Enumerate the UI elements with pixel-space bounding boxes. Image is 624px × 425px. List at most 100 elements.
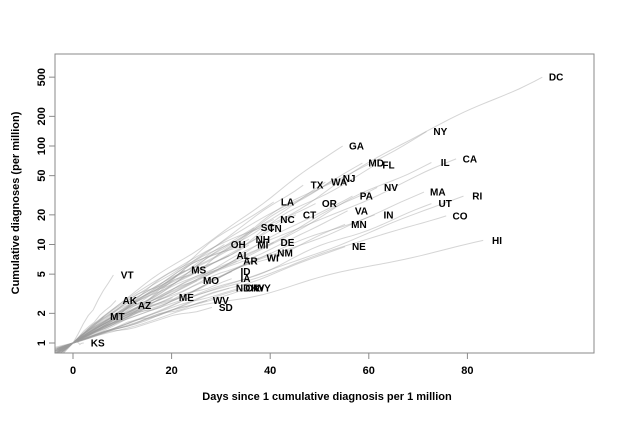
state-label-NY: NY [433,127,447,138]
state-label-MD: MD [368,159,384,170]
state-label-UT: UT [439,199,452,210]
state-line-DE [55,241,274,352]
y-tick-label: 20 [36,209,48,221]
state-label-SC: SC [261,223,275,234]
state-line-WI [59,257,260,353]
state-line-MA [61,191,425,351]
y-tick-label: 100 [36,137,48,155]
state-label-OH: OH [231,240,246,251]
state-line-IN [59,214,375,352]
state-line-ME [60,297,173,353]
state-label-CA: CA [463,154,477,165]
state-line-MI [56,244,250,353]
state-line-PA [55,195,353,353]
state-label-IN: IN [384,210,394,221]
x-tick-label: 60 [363,365,375,377]
state-line-WY [60,287,250,349]
state-label-HI: HI [492,236,502,247]
state-lines [55,76,543,353]
y-tick-label: 50 [36,170,48,182]
state-label-DE: DE [281,238,295,249]
y-tick-label: 5 [36,271,48,277]
state-line-AZ [59,305,131,349]
state-label-DC: DC [549,73,563,84]
plot-box [54,53,595,354]
axes: 0 20 40 60 80 1 2 5 10 20 50 100 200 500 [36,53,595,377]
state-label-CO: CO [453,211,468,222]
state-line-KY [56,287,245,352]
state-label-RI: RI [472,192,482,203]
state-label-NM: NM [277,249,293,260]
state-label-KS: KS [91,339,105,350]
state-label-AL: AL [236,251,249,262]
x-tick-label: 80 [461,365,473,377]
state-line-ID [55,271,232,352]
state-label-MS: MS [191,266,206,277]
x-tick-label: 0 [70,365,76,377]
state-line-DC [55,76,543,352]
x-tick-label: 40 [264,365,276,377]
state-label-TX: TX [311,181,324,192]
state-line-AL [56,255,230,353]
state-label-NH: NH [256,235,270,246]
state-label-FL: FL [382,161,394,172]
state-line-NV [55,186,378,351]
state-label-NV: NV [384,183,398,194]
state-label-WY: WY [255,284,271,295]
state-line-AK [60,300,117,353]
state-line-UT [62,203,432,353]
state-label-GA: GA [349,142,364,153]
state-label-NC: NC [280,215,294,226]
state-line-NE [56,246,346,353]
state-line-AR [60,260,237,353]
state-label-AK: AK [122,296,137,307]
state-line-WA [55,181,326,351]
state-line-IA [58,278,232,352]
state-line-VA [55,210,348,350]
state-line-TN [56,227,262,353]
state-line-SD [56,306,213,349]
state-label-MN: MN [351,220,367,231]
state-label-MA: MA [430,188,446,199]
state-label-PA: PA [360,192,373,203]
state-label-AZ: AZ [138,301,151,312]
state-line-CT [55,214,297,348]
state-label-SD: SD [219,303,233,314]
state-line-ND [61,287,230,353]
state-label-VT: VT [121,271,134,282]
state-line-FL [62,164,375,353]
state-line-OR [61,203,316,349]
state-line-OK [55,287,240,353]
y-axis-title: Cumulative diagnoses (per million) [10,111,22,294]
state-label-OK: OK [245,284,261,295]
state-line-TX [58,184,304,353]
state-line-MO [55,280,198,353]
state-line-OH [59,244,225,349]
state-line-NJ [55,177,336,351]
state-label-NE: NE [352,242,366,253]
y-tick-label: 200 [36,107,48,125]
y-tick-label: 10 [36,238,48,250]
state-line-CO [59,215,447,353]
state-label-IA: IA [241,274,251,285]
state-label-ND: ND [236,284,250,295]
state-line-IL [55,162,432,353]
state-line-LA [62,201,274,352]
state-label-IL: IL [441,158,450,169]
state-line-NH [55,238,250,353]
state-label-VA: VA [355,206,368,217]
state-line-WV [59,300,208,352]
state-line-NC [56,218,274,350]
state-label-KY: KY [251,284,265,295]
state-line-MN [57,223,346,353]
state-line-SC [55,227,255,353]
y-tick-label: 1 [36,340,48,346]
state-line-HI [58,239,484,350]
state-line-MT [62,316,104,353]
x-tick-label: 20 [165,365,177,377]
state-line-NM [55,252,272,349]
state-line-MD [58,162,363,351]
